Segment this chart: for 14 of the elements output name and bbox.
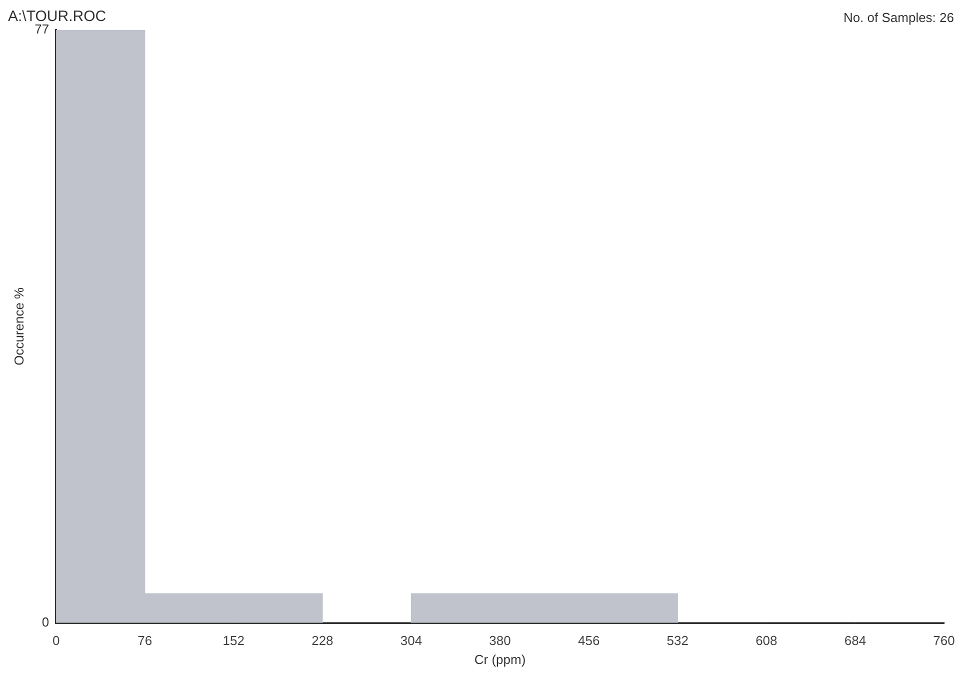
x-tick-label: 760 — [933, 633, 955, 648]
x-tick-label: 684 — [844, 633, 866, 648]
x-axis-title: Cr (ppm) — [474, 652, 526, 667]
x-tick-label: 456 — [578, 633, 600, 648]
x-tick-label: 608 — [756, 633, 778, 648]
y-axis-title: Occurence % — [11, 286, 26, 366]
x-tick-label: 228 — [312, 633, 334, 648]
x-tick-label: 0 — [52, 633, 60, 648]
text: No. of Samples: 26 — [843, 10, 954, 25]
x-tick-label: 532 — [666, 633, 688, 648]
x-tick-label: 152 — [222, 633, 244, 648]
x-tick-label: 304 — [400, 633, 422, 648]
x-tick-label: 380 — [489, 633, 511, 648]
x-tick-label: 76 — [138, 633, 152, 648]
